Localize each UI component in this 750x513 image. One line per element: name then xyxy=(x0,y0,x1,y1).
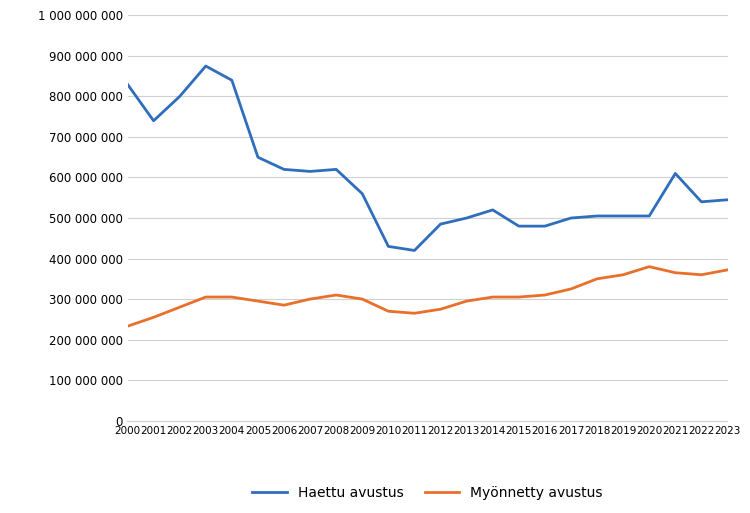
Myönnetty avustus xyxy=(305,296,314,302)
Myönnetty avustus xyxy=(462,298,471,304)
Haettu avustus xyxy=(358,191,367,197)
Myönnetty avustus xyxy=(332,292,340,298)
Haettu avustus xyxy=(723,196,732,203)
Legend: Haettu avustus, Myönnetty avustus: Haettu avustus, Myönnetty avustus xyxy=(247,480,608,505)
Myönnetty avustus xyxy=(384,308,393,314)
Haettu avustus xyxy=(462,215,471,221)
Haettu avustus xyxy=(254,154,262,160)
Haettu avustus xyxy=(149,117,158,124)
Haettu avustus xyxy=(514,223,523,229)
Myönnetty avustus xyxy=(123,323,132,329)
Line: Haettu avustus: Haettu avustus xyxy=(128,66,728,250)
Haettu avustus xyxy=(201,63,210,69)
Myönnetty avustus xyxy=(514,294,523,300)
Myönnetty avustus xyxy=(280,302,289,308)
Haettu avustus xyxy=(619,213,628,219)
Haettu avustus xyxy=(541,223,550,229)
Haettu avustus xyxy=(305,168,314,174)
Haettu avustus xyxy=(227,77,236,83)
Myönnetty avustus xyxy=(149,314,158,321)
Myönnetty avustus xyxy=(592,276,602,282)
Haettu avustus xyxy=(566,215,575,221)
Haettu avustus xyxy=(410,247,419,253)
Haettu avustus xyxy=(332,166,340,172)
Myönnetty avustus xyxy=(201,294,210,300)
Myönnetty avustus xyxy=(541,292,550,298)
Haettu avustus xyxy=(488,207,497,213)
Line: Myönnetty avustus: Myönnetty avustus xyxy=(128,267,728,326)
Myönnetty avustus xyxy=(358,296,367,302)
Myönnetty avustus xyxy=(254,298,262,304)
Haettu avustus xyxy=(280,166,289,172)
Haettu avustus xyxy=(384,243,393,249)
Myönnetty avustus xyxy=(723,267,732,273)
Myönnetty avustus xyxy=(227,294,236,300)
Myönnetty avustus xyxy=(410,310,419,317)
Haettu avustus xyxy=(123,81,132,87)
Myönnetty avustus xyxy=(645,264,654,270)
Myönnetty avustus xyxy=(697,272,706,278)
Haettu avustus xyxy=(176,93,184,100)
Myönnetty avustus xyxy=(436,306,445,312)
Myönnetty avustus xyxy=(619,272,628,278)
Haettu avustus xyxy=(592,213,602,219)
Haettu avustus xyxy=(436,221,445,227)
Myönnetty avustus xyxy=(670,270,680,276)
Myönnetty avustus xyxy=(566,286,575,292)
Myönnetty avustus xyxy=(176,304,184,310)
Myönnetty avustus xyxy=(488,294,497,300)
Haettu avustus xyxy=(645,213,654,219)
Haettu avustus xyxy=(697,199,706,205)
Haettu avustus xyxy=(670,170,680,176)
